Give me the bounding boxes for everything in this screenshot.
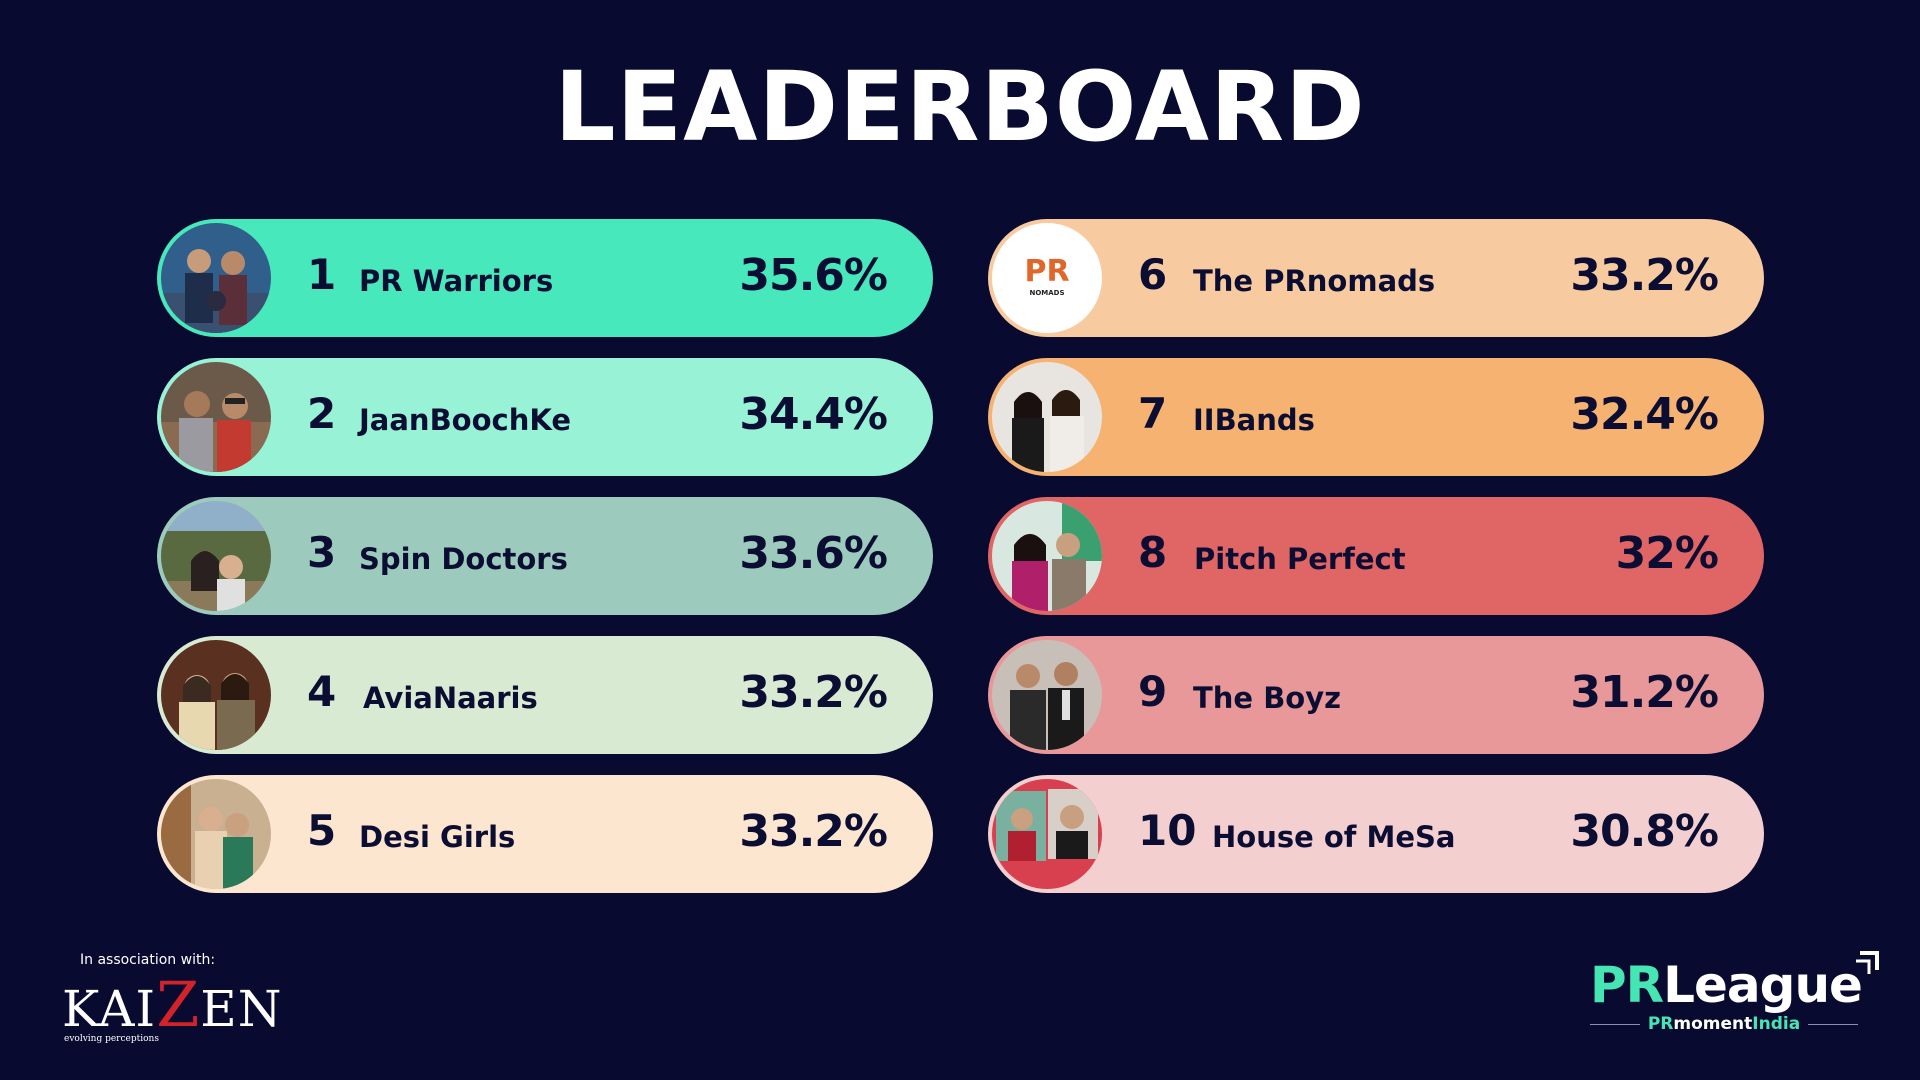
team-avatar <box>992 501 1102 611</box>
prleague-logo-pr: PR <box>1590 956 1664 1014</box>
team-score: 32.4% <box>1570 389 1719 440</box>
team-avatar <box>992 362 1102 472</box>
leaderboard-row[interactable]: 9 The Boyz 31.2% <box>988 636 1764 754</box>
rank-number: 7 <box>1138 389 1168 438</box>
kaizen-logo: KAIZEN <box>62 974 283 1038</box>
team-avatar <box>161 640 271 750</box>
leaderboard-row[interactable]: 8 Pitch Perfect 32% <box>988 497 1764 615</box>
prmoment-logo-pr: PR <box>1647 1014 1674 1034</box>
team-name: Desi Girls <box>359 820 516 854</box>
kaizen-tagline: evolving perceptions <box>64 1034 159 1044</box>
rank-number: 1 <box>307 250 337 299</box>
team-score: 34.4% <box>739 389 888 440</box>
team-score: 31.2% <box>1570 667 1719 718</box>
prmoment-logo-text: PRmomentIndia <box>1648 1014 1800 1034</box>
team-name: The PRnomads <box>1193 264 1436 298</box>
team-score: 33.6% <box>739 528 888 579</box>
rank-number: 4 <box>307 667 337 716</box>
team-name: AviaNaaris <box>363 681 538 715</box>
team-name: PR Warriors <box>359 264 554 298</box>
team-avatar <box>992 779 1102 889</box>
page-title: LEADERBOARD <box>554 51 1366 163</box>
rank-number: 8 <box>1138 528 1168 577</box>
corner-bracket-icon <box>1856 951 1879 974</box>
team-avatar <box>161 223 271 333</box>
prleague-logo-league: League <box>1663 956 1863 1014</box>
team-score: 35.6% <box>739 250 888 301</box>
leaderboard-column-right: PR NOMADS 6 The PRnomads 33.2% 7 IIBands … <box>988 219 1764 914</box>
svg-text:NOMADS: NOMADS <box>1029 289 1064 297</box>
rank-number: 5 <box>307 806 337 855</box>
team-name: The Boyz <box>1193 681 1342 715</box>
team-name: Spin Doctors <box>359 542 568 576</box>
team-name: JaanBoochKe <box>359 403 571 437</box>
team-score: 33.2% <box>739 667 888 718</box>
association-label: In association with: <box>80 952 216 968</box>
rank-number: 3 <box>307 528 337 577</box>
team-score: 33.2% <box>739 806 888 857</box>
rank-number: 2 <box>307 389 337 438</box>
prmoment-logo: PRmomentIndia <box>1590 1014 1858 1034</box>
rank-number: 9 <box>1138 667 1168 716</box>
team-score: 32% <box>1615 528 1719 579</box>
divider-line <box>1590 1023 1640 1025</box>
team-avatar <box>161 501 271 611</box>
rank-number: 6 <box>1138 250 1168 299</box>
leaderboard-row[interactable]: PR NOMADS 6 The PRnomads 33.2% <box>988 219 1764 337</box>
leaderboard-row[interactable]: 3 Spin Doctors 33.6% <box>157 497 933 615</box>
leaderboard-row[interactable]: 10 House of MeSa 30.8% <box>988 775 1764 893</box>
team-name: House of MeSa <box>1212 820 1456 854</box>
divider-line <box>1808 1023 1858 1025</box>
team-avatar <box>161 779 271 889</box>
kaizen-logo-post: EN <box>200 980 283 1038</box>
leaderboard-row[interactable]: 4 AviaNaaris 33.2% <box>157 636 933 754</box>
kaizen-logo-pre: KAI <box>62 980 157 1038</box>
leaderboard-row[interactable]: 7 IIBands 32.4% <box>988 358 1764 476</box>
prmoment-logo-moment: moment <box>1673 1014 1753 1034</box>
team-avatar: PR NOMADS <box>992 223 1102 333</box>
leaderboard-row[interactable]: 1 PR Warriors 35.6% <box>157 219 933 337</box>
rank-number: 10 <box>1138 806 1197 855</box>
team-score: 33.2% <box>1570 250 1719 301</box>
svg-text:PR: PR <box>1024 254 1069 289</box>
prmoment-logo-india: India <box>1752 1014 1801 1034</box>
leaderboard-column-left: 1 PR Warriors 35.6% 2 JaanBoochKe 34.4% … <box>157 219 933 914</box>
kaizen-logo-z: Z <box>156 968 201 1041</box>
prleague-logo: PRLeague <box>1590 955 1863 1015</box>
team-score: 30.8% <box>1570 806 1719 857</box>
team-avatar <box>161 362 271 472</box>
team-avatar <box>992 640 1102 750</box>
team-name: IIBands <box>1193 403 1315 437</box>
leaderboard-row[interactable]: 5 Desi Girls 33.2% <box>157 775 933 893</box>
team-name: Pitch Perfect <box>1194 542 1406 576</box>
leaderboard-row[interactable]: 2 JaanBoochKe 34.4% <box>157 358 933 476</box>
